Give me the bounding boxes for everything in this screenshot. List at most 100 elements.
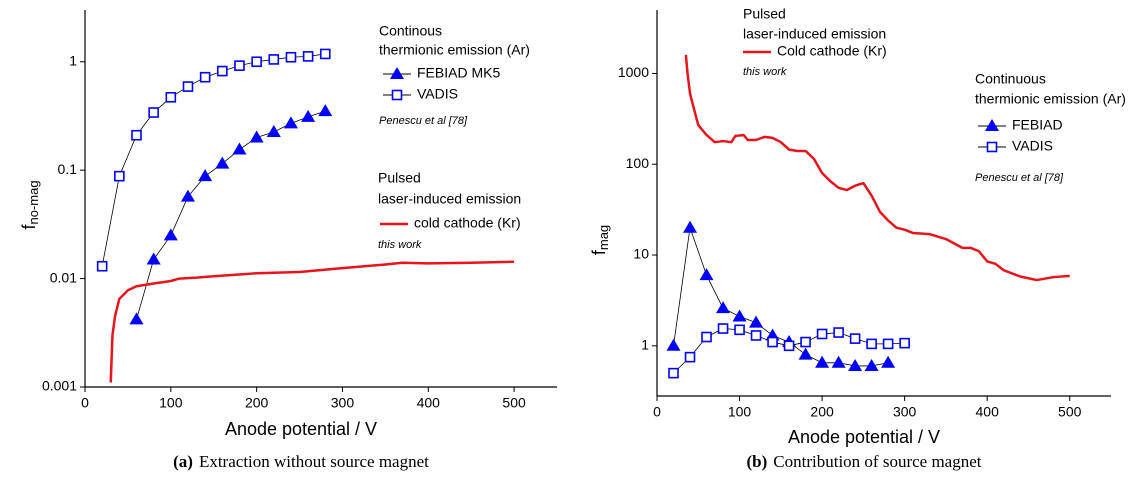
marker xyxy=(215,156,230,169)
annotation: Pulsed xyxy=(743,6,786,22)
marker xyxy=(668,367,679,379)
marker xyxy=(833,327,844,338)
marker xyxy=(283,116,298,129)
marker xyxy=(899,337,910,349)
annotation: laser-induced emission xyxy=(378,191,521,207)
annotation: this work xyxy=(743,66,787,78)
y-axis-symbol: f xyxy=(19,224,39,230)
marker xyxy=(234,60,245,71)
marker xyxy=(199,71,211,83)
y-tick-label: 0.001 xyxy=(42,378,77,394)
y-tick-label: 100 xyxy=(626,155,650,171)
legend-label: Cold cathode (Kr) xyxy=(777,43,887,59)
x-tick-label: 500 xyxy=(502,395,526,411)
marker xyxy=(148,107,159,118)
marker xyxy=(749,315,764,328)
y-axis-subscript: no-mag xyxy=(26,180,41,224)
legend-label: VADIS xyxy=(417,86,458,102)
y-tick-label: 10 xyxy=(633,246,649,262)
marker xyxy=(701,331,712,343)
marker xyxy=(319,48,331,60)
x-tick-label: 100 xyxy=(159,395,183,411)
y-tick-label: 1 xyxy=(641,337,649,353)
x-tick-label: 300 xyxy=(893,404,917,420)
annotation: Penescu et al [78] xyxy=(379,115,468,127)
legend-label: VADIS xyxy=(1012,138,1053,154)
marker xyxy=(717,323,729,334)
caption-label: (a) xyxy=(173,452,193,471)
series-line xyxy=(109,260,515,383)
marker xyxy=(180,189,195,202)
marker xyxy=(285,51,297,63)
marker xyxy=(866,338,877,350)
annotation: laser-induced emission xyxy=(743,26,886,42)
marker xyxy=(767,336,778,348)
legend-marker xyxy=(986,141,998,153)
marker xyxy=(249,130,264,143)
marker xyxy=(750,330,762,341)
y-tick-label: 0.01 xyxy=(50,269,77,285)
annotation: Continous xyxy=(379,23,442,39)
marker xyxy=(217,65,228,77)
x-tick-label: 100 xyxy=(728,404,752,420)
marker xyxy=(131,129,142,141)
caption: (b) Contribution of source magnet xyxy=(747,452,982,471)
annotation: Continuous xyxy=(975,71,1046,87)
caption-label: (b) xyxy=(747,452,768,471)
x-axis-title: Anode potential / V xyxy=(788,427,940,447)
marker xyxy=(232,142,247,155)
marker xyxy=(96,260,108,272)
y-tick-label: 1000 xyxy=(618,64,649,80)
marker xyxy=(684,351,696,363)
marker xyxy=(849,333,861,344)
marker xyxy=(732,309,747,322)
x-tick-label: 0 xyxy=(653,404,661,420)
y-tick-label: 0.1 xyxy=(58,161,78,177)
marker xyxy=(734,324,745,336)
caption-text: Contribution of source magnet xyxy=(773,452,981,471)
marker xyxy=(129,312,144,325)
marker xyxy=(251,56,262,68)
marker xyxy=(800,336,811,348)
x-tick-label: 300 xyxy=(331,395,355,411)
legend-label: FEBIAD MK5 xyxy=(417,65,500,81)
series-line xyxy=(101,53,326,267)
x-tick-label: 0 xyxy=(81,395,89,411)
series-line xyxy=(673,227,889,367)
marker xyxy=(864,358,879,371)
caption-text: Extraction without source magnet xyxy=(199,452,429,471)
marker xyxy=(302,51,314,62)
marker xyxy=(182,81,194,92)
annotation: Pulsed xyxy=(378,170,421,186)
marker xyxy=(815,355,830,368)
annotation: Penescu et al [78] xyxy=(975,172,1064,184)
x-tick-label: 500 xyxy=(1058,404,1082,420)
marker xyxy=(318,104,333,117)
legend-label: cold cathode (Kr) xyxy=(414,215,521,231)
marker xyxy=(268,54,280,65)
marker xyxy=(146,252,161,265)
x-axis-title: Anode potential / V xyxy=(225,419,377,439)
marker xyxy=(666,338,681,351)
marker xyxy=(881,355,896,368)
marker xyxy=(699,268,714,281)
legend-label: FEBIAD xyxy=(1012,117,1063,133)
marker xyxy=(114,170,125,182)
marker xyxy=(848,358,863,371)
annotation: thermionic emission (Ar) xyxy=(975,91,1126,107)
marker xyxy=(165,91,177,103)
marker xyxy=(716,301,731,314)
y-axis-title: fno-mag xyxy=(19,180,42,229)
legend-marker xyxy=(985,119,999,131)
marker xyxy=(831,355,846,368)
caption: (a) Extraction without source magnet xyxy=(173,452,429,471)
legend-marker xyxy=(390,67,404,79)
y-axis-symbol: f xyxy=(589,249,609,255)
series-line xyxy=(684,54,1070,282)
marker xyxy=(816,328,828,340)
y-axis-subscript: mag xyxy=(596,225,611,250)
x-tick-label: 200 xyxy=(245,395,269,411)
y-tick-label: 1 xyxy=(69,52,77,68)
